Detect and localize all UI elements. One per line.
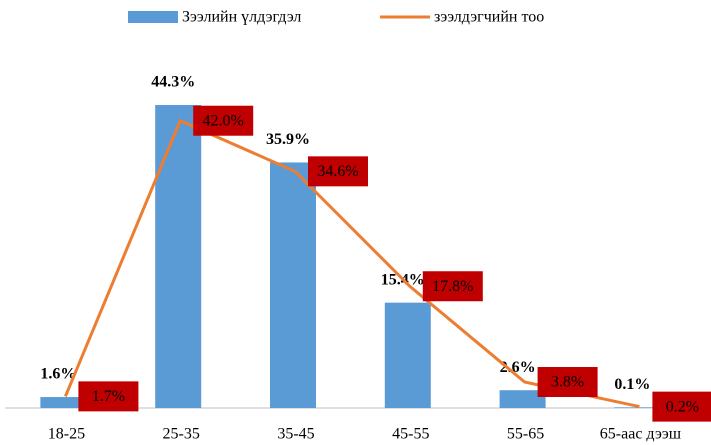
x-tick-label: 25-35 [163,426,200,443]
bar [384,302,431,408]
line-value-label: 17.8% [432,278,473,295]
bar-value-label: 35.9% [266,131,310,148]
line-value-label: 3.8% [551,374,584,391]
bar [270,162,316,408]
value-label-box [537,367,598,398]
bar [499,390,546,408]
bar-value-label: 0.1% [614,376,650,393]
bar [40,397,87,408]
value-label-box [308,156,368,187]
line-value-label: 1.7% [92,388,125,405]
line-value-label: 34.6% [317,163,358,180]
value-label-box [652,391,711,422]
line-value-label: 0.2% [666,398,699,415]
legend-label: зээлдэгчийн тоо [434,9,544,26]
x-tick-label: 35-45 [277,426,314,443]
bar-value-label: 44.3% [151,74,195,91]
x-tick-label: 18-25 [48,426,85,443]
bar-value-label: 2.6% [500,359,536,376]
x-tick-label: 65-аас дээш [600,426,682,443]
x-tick-label: 45-55 [392,426,429,443]
bar-value-label: 1.6% [40,366,76,383]
legend-swatch [128,11,178,23]
line-value-label: 42.0% [203,112,244,129]
legend-label: Зээлийн үлдэгдэл [182,9,301,26]
value-label-box [78,381,139,412]
bar [155,104,202,408]
value-label-box [193,105,254,136]
value-label-box [422,271,483,302]
x-tick-label: 55-65 [507,426,544,443]
